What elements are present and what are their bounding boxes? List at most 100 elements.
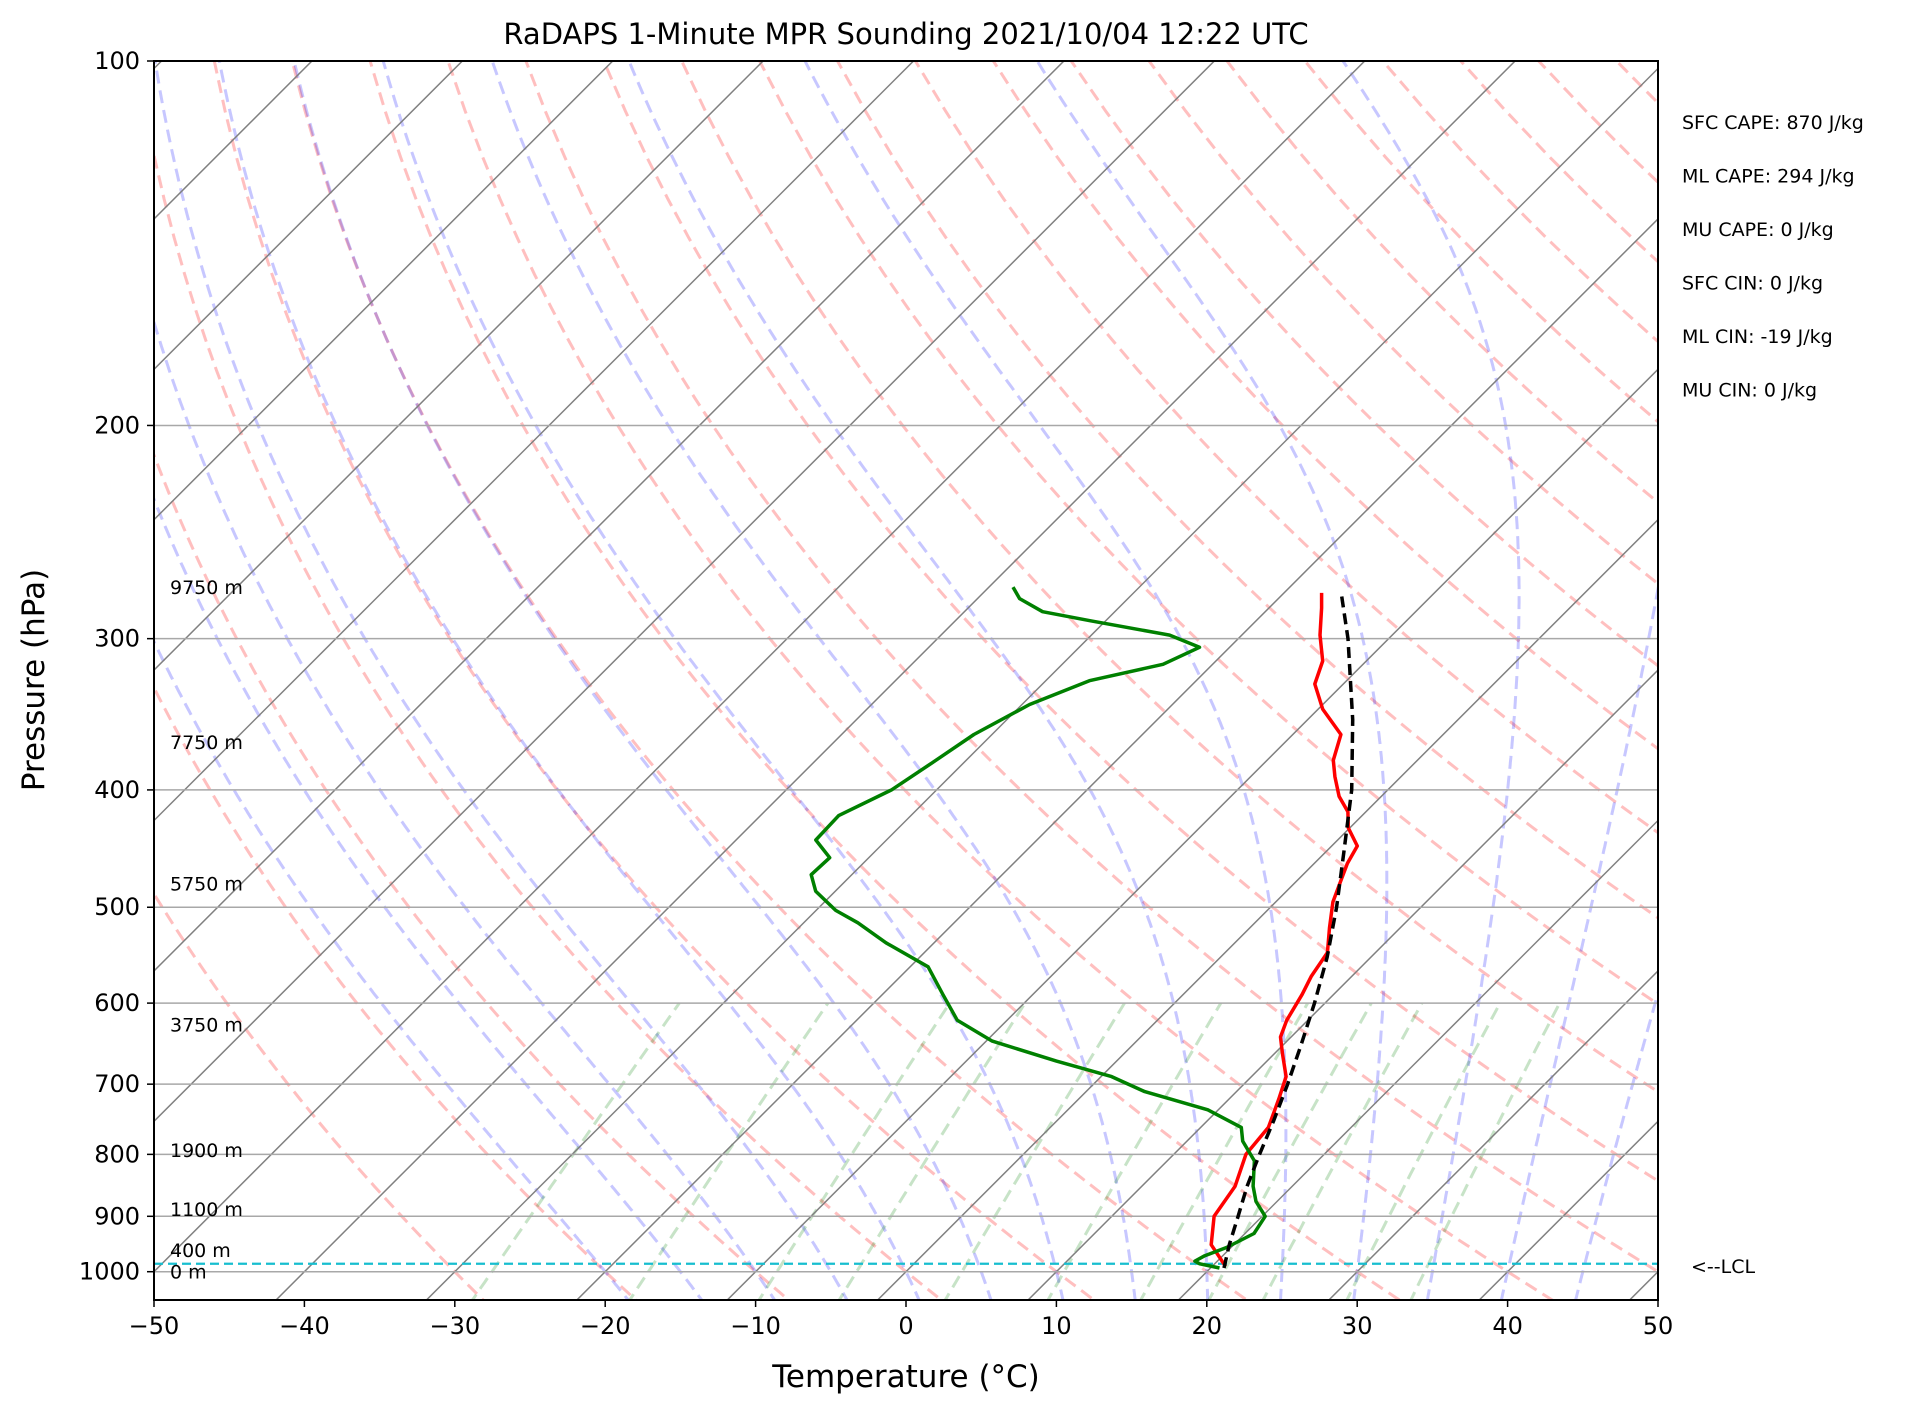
stability-indices: SFC CAPE: 870 J/kg ML CAPE: 294 J/kg MU CA… (1682, 112, 1864, 402)
dewpoint-profile-line (809, 586, 1267, 1270)
isotherm-line (1027, 669, 1658, 1300)
height-label: 400 m (170, 1240, 231, 1262)
isotherm-line (575, 217, 1658, 1300)
isotherm-line (275, 61, 1517, 1300)
lcl-label: <--LCL (1691, 1256, 1755, 1278)
height-label: 1900 m (170, 1140, 243, 1162)
y-tick-label: 500 (94, 893, 140, 921)
isotherm-line (154, 61, 313, 220)
moist-adiabat-line (1574, 987, 1658, 1300)
mixing-ratio-line (943, 1002, 1126, 1300)
dry-adiabat-line (212, 61, 1097, 1300)
dry-adiabat-line (154, 451, 791, 1300)
stability-index-label: ML CAPE: 294 J/kg (1682, 166, 1855, 188)
chart-title: RaDAPS 1-Minute MPR Sounding 2021/10/04 … (503, 17, 1308, 51)
dry-adiabat-line (446, 61, 1556, 1300)
height-label: 1100 m (170, 1199, 243, 1221)
dry-adiabat-line (1716, 6, 1911, 1322)
isotherm-line (876, 518, 1658, 1300)
height-label: 3750 m (170, 1015, 243, 1037)
temperature-profile-line (1209, 592, 1360, 1268)
isotherm-line (154, 61, 1366, 1273)
isotherm-line (1327, 969, 1658, 1300)
dry-adiabat-line (602, 61, 1658, 1183)
x-tick-label: 0 (898, 1312, 913, 1340)
dry-adiabat-line (835, 61, 1658, 920)
dry-adiabat-line (1069, 61, 1658, 668)
x-tick-label: −50 (129, 1312, 180, 1340)
mixing-ratio-line (1261, 1002, 1424, 1300)
x-tick-label: −40 (279, 1312, 330, 1340)
x-tick-label: −10 (730, 1312, 781, 1340)
isotherm-line (1177, 819, 1658, 1300)
dry-adiabat-line (757, 61, 1658, 1006)
y-tick-label: 600 (94, 989, 140, 1017)
x-tick-label: 10 (1041, 1312, 1072, 1340)
y-tick-label: 100 (94, 47, 140, 75)
dry-adiabat-line (1641, 6, 1911, 1322)
mixing-ratio-line (1345, 1002, 1502, 1300)
moist-adiabat-line (154, 61, 849, 1300)
dry-adiabat-line (913, 61, 1658, 835)
y-axis-ticks: 100 200 300 400 500 600 700 800 900 1000 (79, 47, 154, 1286)
stability-index-label: SFC CIN: 0 J/kg (1682, 273, 1823, 295)
x-tick-label: 40 (1492, 1312, 1523, 1340)
mixing-ratio-line (757, 1002, 951, 1300)
mixing-ratio-line (470, 1002, 681, 1300)
x-axis-label: Temperature (°C) (771, 1359, 1040, 1395)
mixing-ratio-line (1409, 1002, 1561, 1300)
dry-adiabat-line (680, 61, 1658, 1094)
mixing-ratio-line (627, 1002, 830, 1300)
y-axis-label: Pressure (hPa) (16, 569, 52, 791)
stability-index-label: MU CIN: 0 J/kg (1682, 380, 1817, 402)
stability-index-label: SFC CAPE: 870 J/kg (1682, 112, 1864, 134)
dry-adiabat-line (368, 61, 1403, 1300)
dry-adiabat-line (290, 61, 1250, 1300)
isotherm-line (154, 61, 915, 822)
dry-adiabat-line (1867, 6, 1911, 1322)
pressure-gridlines (154, 61, 1658, 1273)
y-tick-label: 200 (94, 411, 140, 439)
moist-adiabat-line (154, 495, 704, 1300)
dry-adiabat-line (1614, 61, 1658, 106)
dry-adiabat-line (1536, 61, 1658, 185)
series-group (809, 586, 1360, 1270)
mixing-ratio-line (1207, 1002, 1373, 1300)
background-lines (154, 6, 1911, 1322)
stability-index-label: MU CAPE: 0 J/kg (1682, 219, 1834, 241)
height-label: 0 m (170, 1262, 207, 1284)
y-tick-label: 900 (94, 1202, 140, 1230)
moist-adiabat-line (217, 61, 921, 1300)
y-tick-label: 300 (94, 625, 140, 653)
mixing-ratio-line (1046, 1002, 1223, 1300)
parcel-profile-line (1222, 592, 1355, 1269)
isotherm-line (154, 61, 464, 371)
dry-adiabat-line (1380, 61, 1658, 344)
moist-adiabat-line (292, 61, 993, 1300)
height-label: 7750 m (170, 732, 243, 754)
isotherm-line (154, 61, 765, 672)
y-tick-label: 700 (94, 1070, 140, 1098)
dry-adiabat-line (524, 61, 1658, 1274)
y-tick-label: 400 (94, 776, 140, 804)
moist-adiabat-line (803, 61, 1288, 1300)
dry-adiabat-line (154, 891, 486, 1300)
isotherm-line (425, 67, 1658, 1300)
x-tick-label: 20 (1192, 1312, 1223, 1340)
dry-adiabat-line (1303, 61, 1658, 424)
x-axis-ticks: −50 −40 −30 −20 −10 0 10 20 30 40 50 (129, 1300, 1673, 1340)
isotherm-line (154, 61, 1216, 1123)
y-tick-label: 1000 (79, 1258, 140, 1286)
x-tick-label: −20 (580, 1312, 631, 1340)
moist-adiabat-line (1499, 580, 1658, 1300)
isotherm-line (154, 61, 1065, 972)
stability-index-label: ML CIN: -19 J/kg (1682, 326, 1833, 348)
x-tick-label: −30 (429, 1312, 480, 1340)
x-tick-label: 30 (1342, 1312, 1373, 1340)
y-tick-label: 800 (94, 1140, 140, 1168)
isotherm-line (726, 368, 1658, 1300)
dry-adiabat-line (154, 147, 944, 1300)
isotherm-line (154, 61, 614, 521)
